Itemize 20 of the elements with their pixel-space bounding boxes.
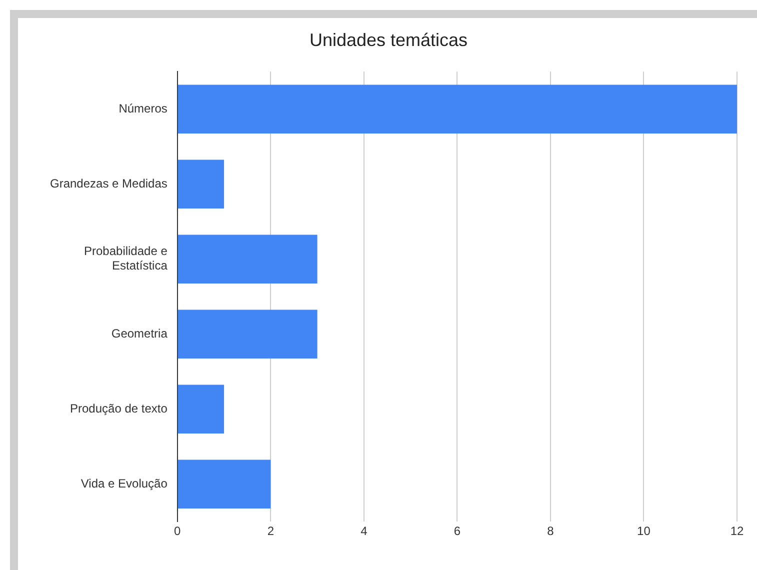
- x-tick-label: 12: [730, 524, 744, 538]
- bar: [178, 160, 224, 208]
- y-tick-label: Produção de texto: [70, 401, 168, 416]
- x-tick-label: 6: [454, 524, 461, 538]
- y-tick-label: Vida e Evolução: [80, 476, 168, 490]
- bar: [178, 234, 318, 284]
- bar: [178, 84, 737, 134]
- bar: [178, 460, 271, 508]
- y-tick-label: Números: [118, 101, 168, 116]
- y-tick-label: Probabilidade e Estatística: [84, 244, 168, 273]
- x-tick-label: 8: [547, 524, 554, 538]
- bar: [178, 384, 224, 434]
- x-tick-label: 10: [637, 524, 651, 538]
- x-tick-label: 2: [267, 524, 274, 538]
- y-tick-label: Geometria: [111, 326, 168, 340]
- y-tick-label: Grandezas e Medidas: [50, 176, 168, 190]
- x-tick-label: 0: [174, 524, 182, 538]
- x-tick-label: 4: [360, 524, 368, 538]
- chart-title: Unidades temáticas: [309, 30, 468, 50]
- bar: [178, 310, 318, 358]
